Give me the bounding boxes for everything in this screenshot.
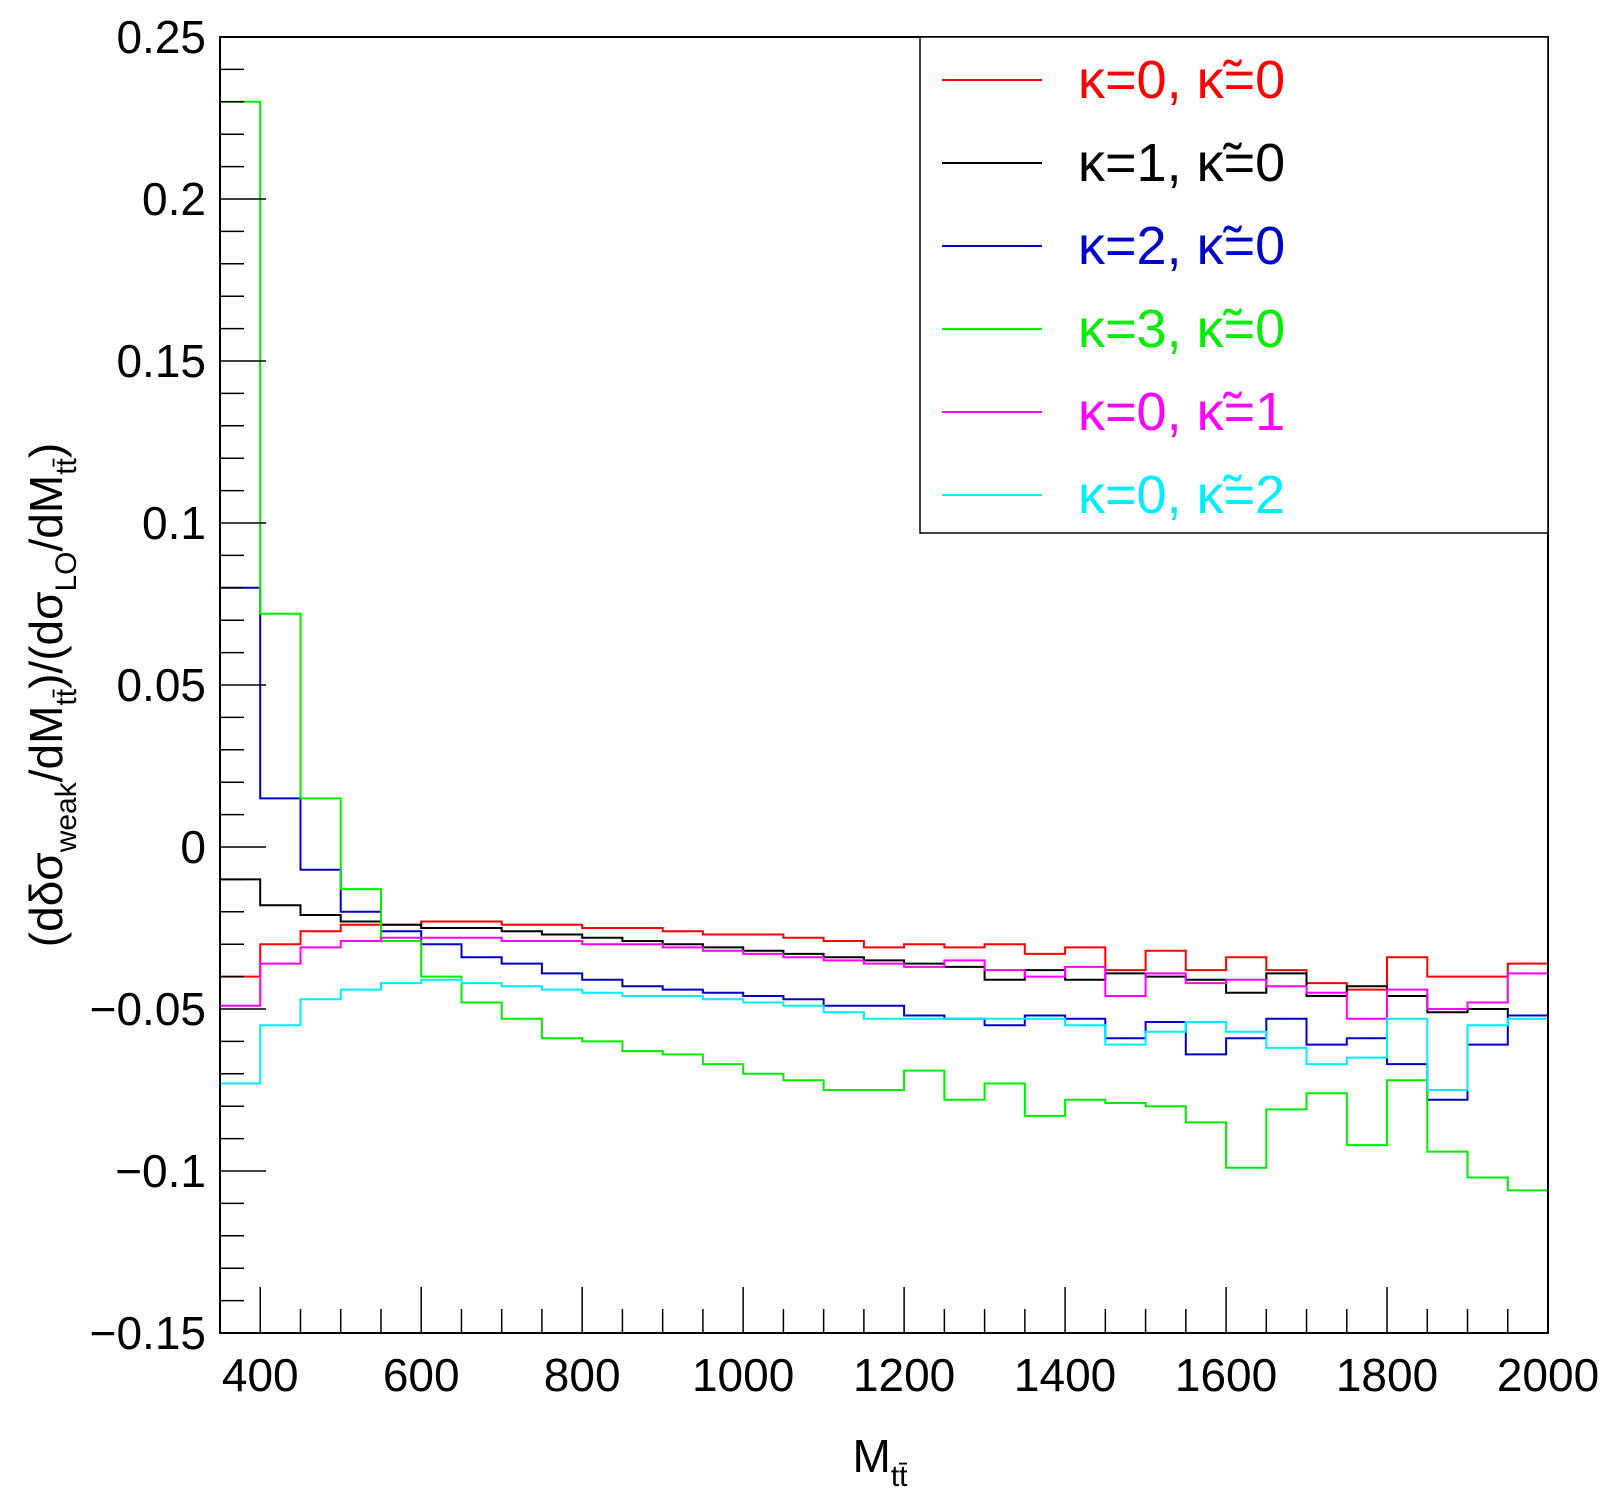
y-tick-label: 0.05 [116,659,206,711]
legend: κ=0, κ̃=0 κ=1, κ̃=0 κ=2, κ̃=0 κ=3, κ̃=0 κ=0,… [919,36,1549,534]
series-line-3 [220,586,1548,1101]
x-tick-label: 1400 [1014,1349,1116,1401]
y-tick-label: 0.25 [116,11,206,63]
x-tick-label: 1800 [1336,1349,1438,1401]
legend-entry: κ=2, κ̃=0 [1078,216,1285,276]
y-tick-label: 0.1 [142,497,206,549]
x-axis-title: Mtt̄ [853,1430,909,1493]
y-tick-label: −0.05 [90,983,206,1035]
x-tick-label: 800 [544,1349,621,1401]
x-tick-label: 1000 [692,1349,794,1401]
series-line-4 [220,100,1548,1192]
tick-label-layer: −0.15 −0.1 −0.05 0 0.05 0.1 0.15 0.2 0.25 400 600 8… [90,11,1600,1401]
y-tick-label: 0.15 [116,335,206,387]
x-tick-label: 1200 [853,1349,955,1401]
legend-entry: κ=0, κ̃=1 [1078,382,1285,442]
x-tick-label: 600 [383,1349,460,1401]
x-tick-label: 400 [222,1349,299,1401]
series-line-5 [220,936,1548,1020]
x-tick-label: 1600 [1175,1349,1277,1401]
y-tick-label: 0 [180,821,206,873]
y-tick-label: 0.2 [142,173,206,225]
y-tick-label: −0.1 [115,1145,206,1197]
axes-layer [219,36,1549,1334]
y-tick-label: −0.15 [90,1307,206,1359]
legend-entry: κ=0, κ̃=0 [1078,50,1285,110]
x-tick-label: 2000 [1497,1349,1599,1401]
legend-entry: κ=3, κ̃=0 [1078,299,1285,359]
series-line-6 [220,978,1548,1091]
series-layer [220,100,1548,1192]
series-line-1 [220,920,1548,991]
series-line-2 [220,878,1548,1017]
legend-entry: κ=0, κ̃=2 [1078,465,1285,525]
y-axis-title: (dδσweak/dMtt̄)/(dσLO/dMtt̄) [20,443,83,947]
legend-entry: κ=1, κ̃=0 [1078,133,1285,193]
legend-box [919,36,1549,534]
